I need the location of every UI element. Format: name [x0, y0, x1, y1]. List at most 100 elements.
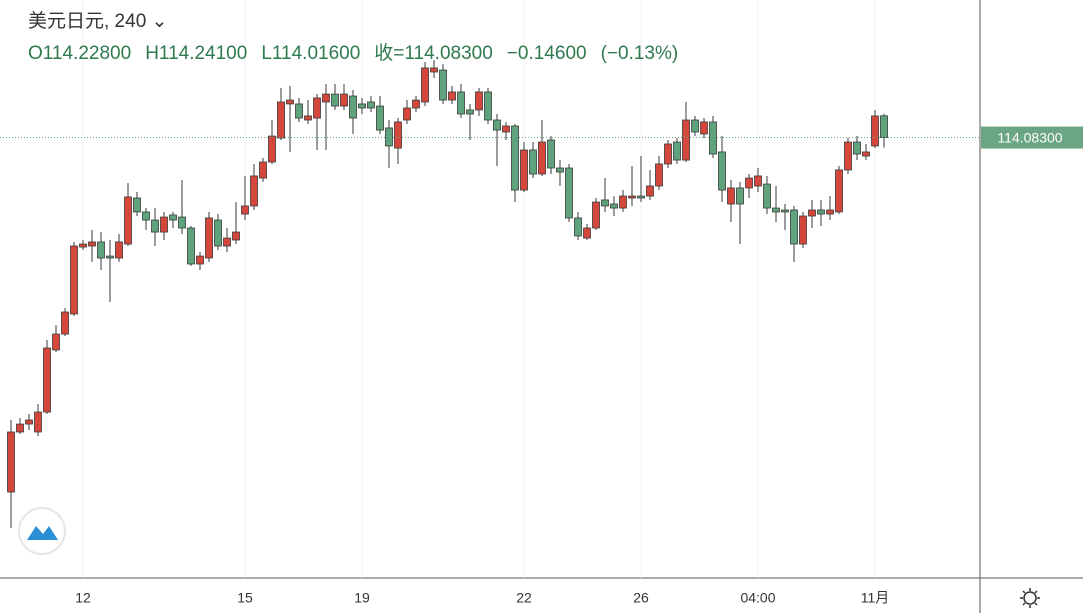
candle-body [844, 141, 852, 171]
candle-body [574, 217, 582, 237]
ohlc-value: O114.22800 [28, 43, 132, 64]
ohlc-value: (−0.13%) [600, 43, 679, 64]
candle-body [88, 241, 96, 247]
candle-body [493, 119, 501, 131]
grid [82, 0, 876, 578]
ohlc-header: O114.22800 H114.24100 L114.01600 收=114.0830… [28, 38, 692, 65]
candle-body [871, 115, 879, 147]
candle-body [763, 183, 771, 209]
candle-body [673, 141, 681, 161]
candle-body [115, 241, 123, 259]
candle-body [781, 209, 789, 213]
candle-body [808, 209, 816, 217]
x-tick-label: 11月 [861, 590, 890, 606]
candle-body [700, 121, 708, 135]
candle-body [178, 216, 186, 229]
x-tick-label: 22 [516, 590, 532, 606]
candle-body [268, 135, 276, 163]
candle-body [520, 149, 528, 191]
candle-body [187, 227, 195, 265]
candle-body [826, 209, 834, 215]
candle-body [691, 119, 699, 133]
candle-body [421, 67, 429, 103]
candle-body [277, 101, 285, 139]
candle-body [583, 227, 591, 239]
candle-body [412, 99, 420, 109]
candle-body [682, 119, 690, 161]
candle-body [538, 141, 546, 175]
candle-body [223, 237, 231, 247]
candle-body [367, 101, 375, 109]
candle-body [79, 243, 87, 248]
candle-body [133, 197, 141, 213]
candle-body [646, 185, 654, 197]
candle-body [304, 115, 312, 121]
candle-body [7, 431, 15, 493]
candle-body [727, 187, 735, 205]
candle-body [151, 219, 159, 233]
candle-body [439, 69, 447, 101]
candle-body [52, 333, 60, 351]
candle-body [664, 143, 672, 165]
candle-body [736, 187, 744, 205]
candle-body [655, 163, 663, 187]
candle-body [484, 91, 492, 121]
x-tick-label: 04:00 [740, 590, 775, 606]
candle-body [349, 95, 357, 119]
candle-body [160, 216, 168, 233]
candle-body [817, 209, 825, 215]
candle-body [241, 205, 249, 215]
settings-icon[interactable] [1020, 588, 1040, 608]
candle-body [745, 177, 753, 189]
candle-body [16, 423, 24, 433]
candle-body [250, 175, 258, 207]
candle-body [385, 127, 393, 147]
candle-body [358, 103, 366, 109]
candle-body [547, 139, 555, 169]
candle-body [25, 419, 33, 425]
candle-body [637, 195, 645, 199]
logo[interactable] [18, 507, 66, 555]
candle-body [835, 169, 843, 213]
candle-body [61, 311, 69, 335]
candle-body [718, 151, 726, 191]
candle-body [628, 195, 636, 199]
x-tick-label: 12 [75, 590, 91, 606]
candle-body [340, 93, 348, 107]
candle-body [34, 411, 42, 433]
last-price-box [981, 126, 1083, 149]
candle-body [313, 97, 321, 119]
candle-body [457, 91, 465, 115]
candle-body [448, 91, 456, 101]
candle-body [529, 149, 537, 175]
candle-body [259, 161, 267, 179]
symbol-title: 美元日元, 240 [28, 11, 147, 32]
candle-body [124, 196, 132, 245]
candle-body [232, 231, 240, 241]
candle-body [709, 121, 717, 155]
candle-body [286, 99, 294, 105]
candle-body [106, 255, 114, 259]
ohlc-value: H114.24100 [145, 43, 248, 64]
candle-body [169, 214, 177, 221]
candle-body [331, 93, 339, 107]
ohlc-value: 收=114.08300 [374, 43, 493, 64]
candle-body [556, 167, 564, 173]
last-price-label: 114.08300 [997, 129, 1062, 145]
ohlc-value: −0.14600 [506, 43, 587, 64]
symbol-header[interactable]: 美元日元, 240 ⌄ [28, 6, 167, 33]
candle-body [205, 217, 213, 259]
candle-body [214, 219, 222, 247]
candle-body [196, 255, 204, 265]
candle-body [475, 91, 483, 111]
candle-body [466, 109, 474, 115]
x-tick-label: 15 [237, 590, 253, 606]
candle-body [403, 107, 411, 121]
candle-body [619, 195, 627, 209]
candle-body [862, 151, 870, 157]
candle-body [754, 175, 762, 187]
candle-body [97, 241, 105, 259]
candle-body [565, 167, 573, 219]
candle-body [772, 207, 780, 213]
